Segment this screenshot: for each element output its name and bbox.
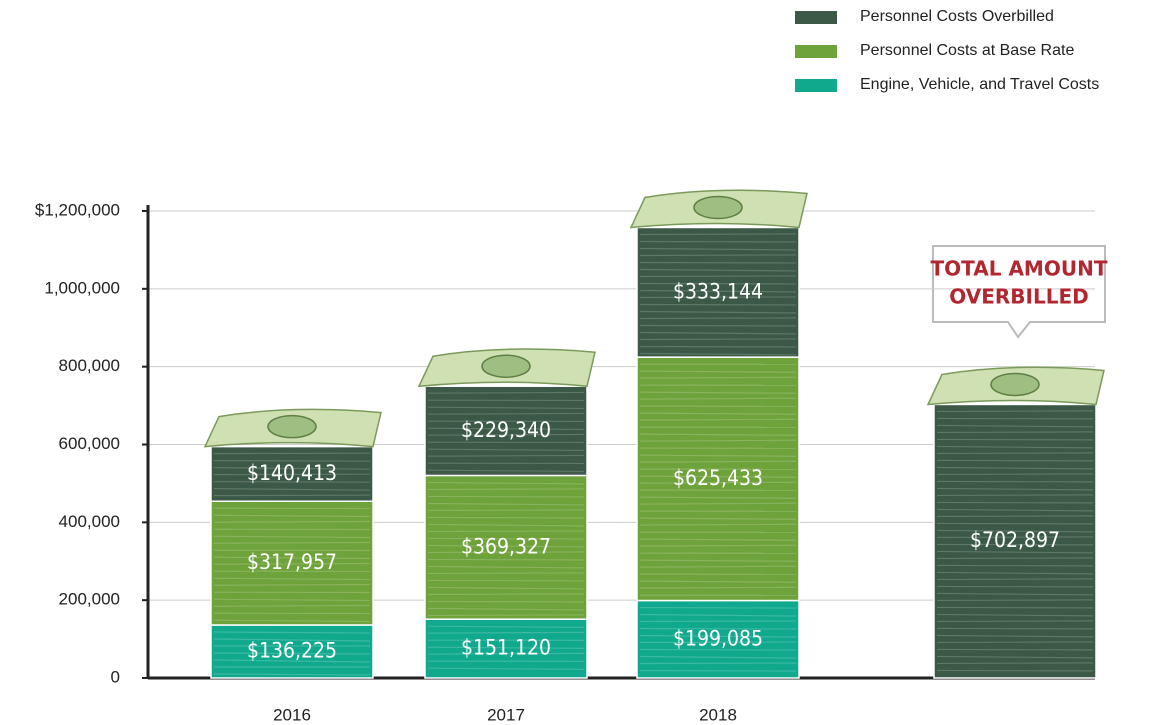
stripe (640, 276, 796, 277)
value-label: $369,327 (461, 534, 551, 558)
stripe (428, 615, 584, 616)
stripe (937, 495, 1093, 496)
x-tick-label: 2017 (487, 705, 525, 724)
money-stack (928, 367, 1104, 404)
stripe (937, 579, 1093, 580)
bill-portrait (694, 196, 742, 218)
stripe (640, 255, 796, 256)
stripe (428, 392, 584, 393)
stripe (428, 413, 584, 414)
legend-swatch (795, 11, 837, 24)
value-label: $625,433 (673, 466, 763, 490)
legend-swatch (795, 79, 837, 92)
stripe (640, 339, 796, 340)
value-label: $229,340 (461, 418, 551, 442)
stripe (937, 642, 1093, 643)
legend-swatch (795, 45, 837, 58)
value-label: $151,120 (461, 636, 551, 660)
stripe (214, 521, 370, 522)
stripe (428, 489, 584, 490)
stripe (937, 621, 1093, 622)
y-tick-label: 800,000 (59, 356, 120, 375)
legend-label: Engine, Vehicle, and Travel Costs (860, 76, 1099, 93)
legend-label: Personnel Costs at Base Rate (860, 42, 1074, 59)
stripe (428, 510, 584, 511)
stripe (428, 455, 584, 456)
bill-portrait (268, 416, 316, 438)
stripe (937, 558, 1093, 559)
stripe (937, 453, 1093, 454)
value-label: $140,413 (247, 461, 337, 485)
stripe (640, 671, 796, 672)
stripe (640, 234, 796, 235)
money-stack (205, 409, 381, 446)
annotation: TOTAL AMOUNT (931, 257, 1108, 281)
stripe (640, 318, 796, 319)
stripe (428, 632, 584, 633)
stripe (214, 605, 370, 606)
y-tick-label: $1,200,000 (35, 200, 120, 219)
y-tick-label: 400,000 (59, 512, 120, 531)
bill-portrait (991, 373, 1039, 395)
stripe (214, 542, 370, 543)
money-stack (631, 190, 807, 227)
stripe (214, 584, 370, 585)
legend-label: Personnel Costs Overbilled (860, 8, 1054, 25)
annotation: OVERBILLED (949, 285, 1088, 309)
bill-portrait (482, 355, 530, 377)
stripe (937, 474, 1093, 475)
value-label: $199,085 (673, 626, 763, 650)
stripe (937, 600, 1093, 601)
money-stack (419, 349, 595, 386)
value-label: $136,225 (247, 638, 337, 662)
x-tick-label: 2018 (699, 705, 737, 724)
stripe (640, 608, 796, 609)
y-tick-label: 0 (111, 667, 120, 686)
chart: 0 200,000 400,000 600,000 800,000 1,000,000 $1… (0, 0, 1159, 725)
value-label: $702,897 (970, 528, 1060, 552)
stripe (428, 594, 584, 595)
y-tick-label: 600,000 (59, 434, 120, 453)
stripe (428, 573, 584, 574)
y-tick-label: 200,000 (59, 590, 120, 609)
y-tick-label: 1,000,000 (44, 278, 120, 297)
stripe (428, 531, 584, 532)
stripe (937, 411, 1093, 412)
stripe (937, 516, 1093, 517)
value-label: $333,144 (673, 279, 763, 303)
value-label: $317,957 (247, 550, 337, 574)
stripe (937, 432, 1093, 433)
stripe (937, 663, 1093, 664)
x-tick-label: 2016 (273, 705, 311, 724)
